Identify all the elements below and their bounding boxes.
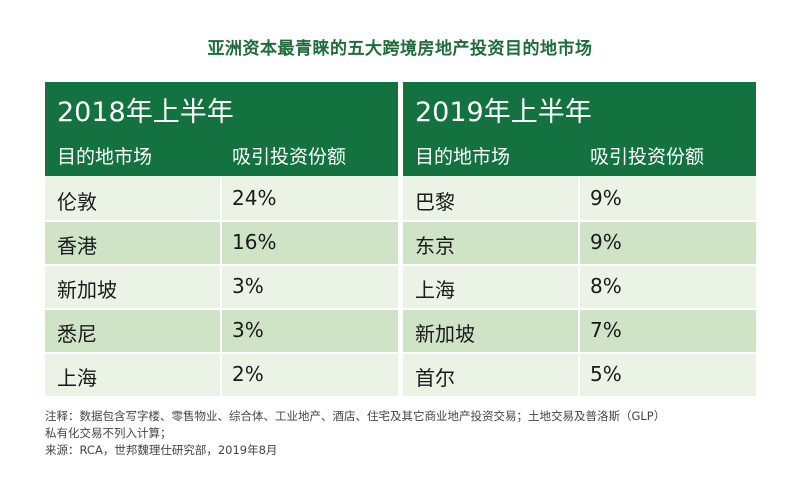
table-header: 2019年上半年 目的地市场 吸引投资份额 [403, 82, 756, 176]
row-divider [403, 264, 756, 266]
footnotes: 注释：数据包含写字楼、零售物业、综合体、工业地产、酒店、住宅及其它商业地产投资交… [45, 408, 760, 459]
column-divider [220, 176, 222, 396]
market-cell: 上海 [415, 278, 455, 302]
footnote-line: 注释：数据包含写字楼、零售物业、综合体、工业地产、酒店、住宅及其它商业地产投资交… [45, 409, 666, 423]
market-cell: 悉尼 [57, 322, 97, 346]
share-cell: 16% [232, 230, 277, 254]
table-2019-h1: 2019年上半年 目的地市场 吸引投资份额 巴黎 9% 东京 9% 上海 8% … [403, 82, 756, 396]
table-2018-h1: 2018年上半年 目的地市场 吸引投资份额 伦敦 24% 香港 16% 新加坡 … [45, 82, 398, 396]
row-divider [45, 352, 398, 354]
row-divider [45, 308, 398, 310]
share-cell: 8% [590, 274, 622, 298]
page-title: 亚洲资本最青睐的五大跨境房地产投资目的地市场 [207, 39, 593, 59]
market-cell: 巴黎 [415, 190, 455, 214]
market-cell: 新加坡 [57, 278, 117, 302]
share-cell: 3% [232, 318, 264, 342]
market-cell: 东京 [415, 234, 455, 258]
market-cell: 上海 [57, 366, 97, 390]
share-cell: 24% [232, 186, 277, 210]
share-cell: 9% [590, 230, 622, 254]
share-cell: 2% [232, 362, 264, 386]
source-line: 来源：RCA，世邦魏理仕研究部，2019年8月 [45, 443, 278, 457]
column-divider [578, 176, 580, 396]
share-cell: 9% [590, 186, 622, 210]
market-cell: 香港 [57, 234, 97, 258]
row-divider [403, 352, 756, 354]
share-cell: 5% [590, 362, 622, 386]
column-header-share: 吸引投资份额 [590, 146, 705, 168]
share-cell: 3% [232, 274, 264, 298]
share-cell: 7% [590, 318, 622, 342]
column-header-market: 目的地市场 [57, 146, 153, 168]
row-divider [403, 308, 756, 310]
market-cell: 首尔 [415, 366, 455, 390]
row-divider [45, 220, 398, 222]
column-header-share: 吸引投资份额 [232, 146, 347, 168]
market-cell: 新加坡 [415, 322, 475, 346]
table-header: 2018年上半年 目的地市场 吸引投资份额 [45, 82, 398, 176]
column-header-market: 目的地市场 [415, 146, 511, 168]
footnote-line: 私有化交易不列入计算； [45, 426, 172, 440]
market-cell: 伦敦 [57, 190, 97, 214]
period-label: 2018年上半年 [57, 97, 234, 128]
row-divider [403, 220, 756, 222]
row-divider [45, 264, 398, 266]
period-label: 2019年上半年 [415, 97, 592, 128]
